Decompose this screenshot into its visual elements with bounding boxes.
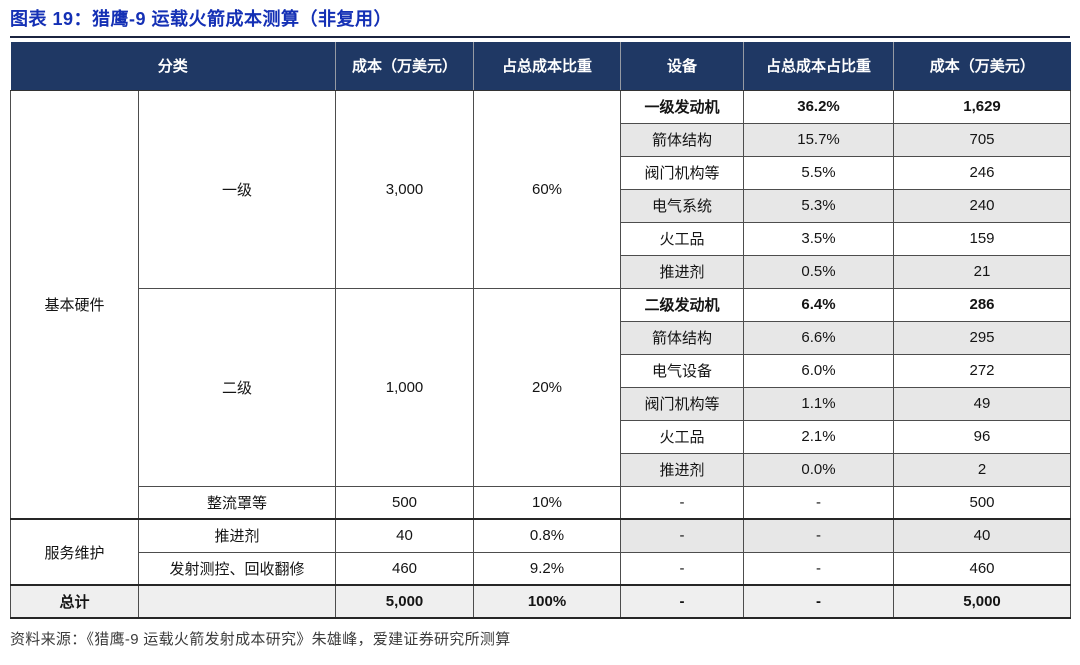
table-cell: 发射测控、回收翻修: [137, 551, 337, 586]
table-cell: 二级发动机: [620, 287, 745, 322]
table-cell: 5,000: [335, 584, 475, 619]
table-row: 发射测控、回收翻修 460 9.2% - -460: [11, 551, 1072, 586]
table-cell: 6.0%: [743, 353, 895, 388]
table-cell: -: [620, 584, 745, 619]
table-cell: 272: [893, 353, 1072, 388]
table-cell: 15.7%: [743, 122, 895, 157]
table-row: 箭体结构 15.7% 705: [11, 122, 1072, 157]
table-row: 总计 5,000 100% - -5,000: [10, 584, 1072, 619]
table-cell: 100%: [473, 584, 622, 619]
col-header-share-right: 占总成本占比重: [743, 42, 894, 91]
table-cell: 火工品: [620, 221, 745, 256]
table-cell: 1,000: [335, 287, 475, 487]
table-cell: 5.5%: [743, 155, 895, 190]
table-cell: 电气设备: [620, 353, 745, 388]
table-cell: 460: [335, 551, 475, 586]
col-header-cost-left: 成本（万美元）: [335, 42, 474, 91]
table-row: 火工品 3.5% 159: [11, 221, 1072, 256]
table-cell: [137, 584, 337, 619]
table-cell: 9.2%: [473, 551, 622, 586]
table-cell: 96: [893, 419, 1072, 454]
col-header-cost-right: 成本（万美元）: [893, 42, 1071, 91]
table-cell: 阀门机构等: [620, 386, 745, 421]
table-header-row: 分类 成本（万美元） 占总成本比重 设备 占总成本占比重 成本（万美元）: [10, 42, 1071, 91]
table-cell: 36.2%: [743, 89, 895, 124]
title-divider: [10, 36, 1070, 38]
table-cell: 0.0%: [743, 452, 895, 487]
table-cell: 49: [893, 386, 1072, 421]
table-cell: 21: [893, 254, 1072, 289]
table-cell: 6.6%: [743, 320, 895, 355]
table-row: 阀门机构等 1.1% 49: [11, 386, 1072, 421]
table-cell: 295: [893, 320, 1072, 355]
row-group-total: 总计: [10, 584, 139, 619]
report-figure: 图表 19：猎鹰-9 运载火箭成本测算（非复用） 分类 成本（万美元） 占总成本…: [10, 9, 1072, 648]
table-cell: 286: [893, 287, 1072, 322]
source-note: 资料来源：《猎鹰-9 运载火箭发射成本研究》朱雄峰，爱建证券研究所测算: [10, 631, 511, 648]
table-cell: 1.1%: [743, 386, 895, 421]
table-cell: 电气系统: [620, 188, 745, 223]
category-fairing: 整流罩等: [137, 485, 337, 520]
table-cell: 500: [335, 485, 475, 520]
table-body: 基本硬件 一级 3,000 60% 一级发动机 36.2% 1,629 箭体结构 15.7% 70…: [10, 89, 1072, 619]
table-cell: 500: [893, 485, 1072, 520]
table-cell: -: [620, 518, 745, 553]
table-row: 基本硬件 一级 3,000 60% 一级发动机 36.2% 1,629: [10, 89, 1072, 520]
table-row: 阀门机构等 5.5% 246: [11, 155, 1072, 190]
table-cell: 箭体结构: [620, 122, 745, 157]
table-cell: 0.5%: [743, 254, 895, 289]
table-cell: 246: [893, 155, 1072, 190]
table-cell: 5,000: [893, 584, 1072, 619]
figure-title: 图表 19：猎鹰-9 运载火箭成本测算（非复用）: [10, 9, 393, 29]
table-cell: 阀门机构等: [620, 155, 745, 190]
table-cell: 10%: [473, 485, 622, 520]
table-cell: 40: [335, 518, 475, 553]
table-cell: -: [743, 551, 895, 586]
table-row: 火工品 2.1% 96: [11, 419, 1072, 454]
row-group-basic-hardware: 基本硬件: [10, 89, 139, 520]
table-cell: 6.4%: [743, 287, 895, 322]
table-cell: 箭体结构: [620, 320, 745, 355]
col-header-category: 分类: [10, 42, 336, 91]
table-cell: 火工品: [620, 419, 745, 454]
table-row: 推进剂 0.5% 21: [11, 254, 1072, 289]
category-stage2: 二级: [137, 287, 337, 487]
table-cell: 5.3%: [743, 188, 895, 223]
col-header-share-left: 占总成本比重: [473, 42, 621, 91]
table-cell: 2.1%: [743, 419, 895, 454]
table-cell: 推进剂: [137, 518, 337, 553]
table-cell: 3.5%: [743, 221, 895, 256]
table-cell: -: [743, 518, 895, 553]
table-cell: -: [743, 485, 895, 520]
cost-table: 分类 成本（万美元） 占总成本比重 设备 占总成本占比重 成本（万美元） 基本硬…: [10, 42, 1072, 619]
row-group-service: 服务维护: [10, 518, 139, 586]
table-cell: -: [743, 584, 895, 619]
table-row: 电气设备 6.0% 272: [11, 353, 1072, 388]
table-cell: 705: [893, 122, 1072, 157]
table-cell: 460: [893, 551, 1072, 586]
table-cell: 0.8%: [473, 518, 622, 553]
table-row: 二级 1,000 20% 二级发动机 6.4% 286: [11, 287, 1072, 487]
table-cell: -: [620, 551, 745, 586]
table-cell: 推进剂: [620, 452, 745, 487]
col-header-equipment: 设备: [620, 42, 744, 91]
table-cell: 一级发动机: [620, 89, 745, 124]
table-cell: -: [620, 485, 745, 520]
table-cell: 159: [893, 221, 1072, 256]
table-cell: 3,000: [335, 89, 475, 289]
table-cell: 20%: [473, 287, 622, 487]
table-cell: 40: [893, 518, 1072, 553]
table-row: 整流罩等 500 10% - -500: [11, 485, 1072, 520]
table-cell: 240: [893, 188, 1072, 223]
table-row: 电气系统 5.3% 240: [11, 188, 1072, 223]
table-cell: 2: [893, 452, 1072, 487]
table-cell: 1,629: [893, 89, 1072, 124]
category-stage1: 一级: [137, 89, 337, 289]
table-row: 服务维护 推进剂 40 0.8% - -40: [10, 518, 1072, 586]
table-cell: 推进剂: [620, 254, 745, 289]
table-cell: 60%: [473, 89, 622, 289]
